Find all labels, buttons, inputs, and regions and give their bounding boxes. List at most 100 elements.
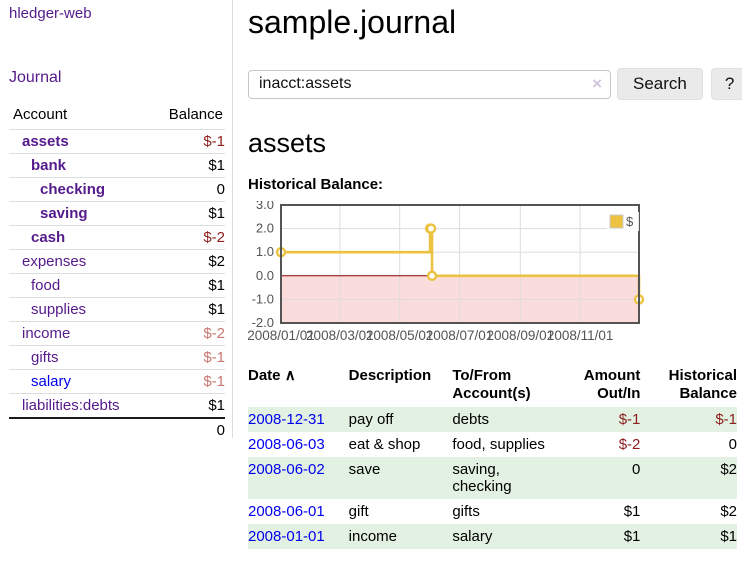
help-button[interactable]: ? [710,68,742,100]
chart-svg: $3.0 2.0 1.0 0.0 -1.0 -2.02008/01/012008/03/0… [247,197,645,343]
search-input[interactable] [248,69,611,99]
account-balance: $-2 [203,325,225,342]
account-balance: $1 [208,277,225,294]
transaction-historical-balance: $2 [720,461,737,478]
account-link-assets[interactable]: assets [22,133,69,150]
transaction-description: eat & shop [348,436,421,453]
account-balance: $-2 [203,229,225,246]
x-axis-tick-label: 2008/07/01 [426,328,494,343]
y-axis-tick-label: 1.0 [256,244,274,259]
transaction-date-link[interactable]: 2008-01-01 [248,528,325,545]
transaction-accounts: food, supplies [452,436,545,453]
transaction-amount: $-1 [618,411,641,428]
register-header-date[interactable]: Date ∧ [248,367,296,384]
page-title: sample.journal [248,4,457,40]
y-axis-tick-label: 0.0 [256,268,274,283]
account-link-supplies[interactable]: supplies [31,301,87,318]
sidebar: hledger-web Journal Account Balance asse… [0,0,233,439]
register-row: 2008-06-02 save saving, checking 0 $2 [248,457,737,499]
transaction-historical-balance: 0 [728,436,737,453]
register-row: 2008-06-03 eat & shop food, supplies $-2… [248,432,737,457]
y-axis-tick-label: 2.0 [256,221,274,236]
account-link-salary[interactable]: salary [31,373,72,390]
account-link-liabilities-debts[interactable]: liabilities:debts [22,397,120,414]
account-row: income $-2 [9,321,225,346]
transaction-historical-balance: $1 [720,528,737,545]
account-link-expenses[interactable]: expenses [22,253,87,270]
register-header-accounts: To/From Account(s) [452,367,531,402]
clear-search-icon[interactable]: × [592,73,602,93]
accounts-total-value: 0 [216,422,225,439]
register-row: 2008-01-01 income salary $1 $1 [248,524,737,549]
account-row: expenses $2 [9,249,225,274]
register-row: 2008-06-01 gift gifts $1 $2 [248,499,737,524]
sort-ascending-icon: ∧ [284,367,296,384]
account-row: saving $1 [9,201,225,226]
y-axis-tick-label: -2.0 [252,315,274,330]
account-row: bank $1 [9,153,225,178]
chart-border [280,204,640,324]
register-header-historical: Historical Balance [668,367,737,402]
transaction-date-link[interactable]: 2008-06-01 [248,503,325,520]
account-row: supplies $1 [9,297,225,322]
account-row: checking 0 [9,177,225,202]
register-header-row: Date ∧ Description To/From Account(s) Amo… [248,365,737,407]
account-row: assets $-1 [9,129,225,154]
y-axis-tick-label: -1.0 [252,291,274,306]
account-row: cash $-2 [9,225,225,250]
transaction-date-link[interactable]: 2008-12-31 [248,411,325,428]
legend-label: $ [626,214,634,229]
account-balance: $1 [208,205,225,222]
account-balance: 0 [216,181,225,198]
register-header-amount: Amount Out/In [583,367,641,402]
transaction-accounts: salary [452,528,493,545]
account-balance: $1 [208,301,225,318]
accounts-header-balance: Balance [168,106,223,123]
data-point-marker [426,270,438,282]
transaction-date-link[interactable]: 2008-06-02 [248,461,325,478]
transaction-historical-balance: $2 [720,503,737,520]
account-balance: $1 [208,397,225,414]
app-title-link[interactable]: hledger-web [9,5,92,22]
historical-balance-chart: $3.0 2.0 1.0 0.0 -1.0 -2.0 2008/01/01 2008/03/0… [247,197,742,350]
account-balance: $1 [208,157,225,174]
account-heading: assets [248,128,327,158]
x-axis-tick-label: 2008/05/01 [366,328,434,343]
transaction-accounts: saving, checking [452,461,512,495]
account-link-checking[interactable]: checking [40,181,106,198]
x-axis-tick-label: 2008/01/01 [248,328,315,343]
account-balance: $-1 [203,133,225,150]
account-balance: $-1 [203,349,225,366]
account-row: salary $-1 [9,369,225,394]
register-row: 2008-12-31 pay off debts $-1 $-1 [248,407,737,432]
x-axis-tick-label: 2008/03/01 [306,328,374,343]
account-link-income[interactable]: income [22,325,71,342]
main-content: sample.journal × Search ? assets Histori… [233,0,742,549]
transaction-amount: $1 [623,528,641,545]
y-axis-tick-label: 3.0 [256,201,274,212]
account-row: food $1 [9,273,225,298]
transaction-amount: $-2 [618,436,641,453]
sidebar-item-journal[interactable]: Journal [9,69,62,86]
transaction-description: pay off [348,411,394,428]
transaction-amount: 0 [632,461,641,478]
x-axis-tick-label: 2008/11/01 [547,328,614,343]
legend-swatch [609,214,624,229]
accounts-total-row: 0 [9,418,225,442]
account-link-bank[interactable]: bank [31,157,67,174]
transaction-date-link[interactable]: 2008-06-03 [248,436,325,453]
chart-title-label: Historical Balance: [248,176,384,193]
account-balance: $-1 [203,373,225,390]
accounts-header-account: Account [13,106,68,123]
transaction-amount: $1 [623,503,641,520]
transaction-historical-balance: $-1 [715,411,737,428]
account-link-saving[interactable]: saving [40,205,88,222]
account-row: liabilities:debts $1 [9,393,225,419]
transaction-description: save [348,461,381,478]
account-link-gifts[interactable]: gifts [31,349,59,366]
account-link-food[interactable]: food [31,277,61,294]
account-link-cash[interactable]: cash [31,229,66,246]
transaction-description: gift [348,503,369,520]
search-button[interactable]: Search [617,68,703,100]
account-row: gifts $-1 [9,345,225,370]
